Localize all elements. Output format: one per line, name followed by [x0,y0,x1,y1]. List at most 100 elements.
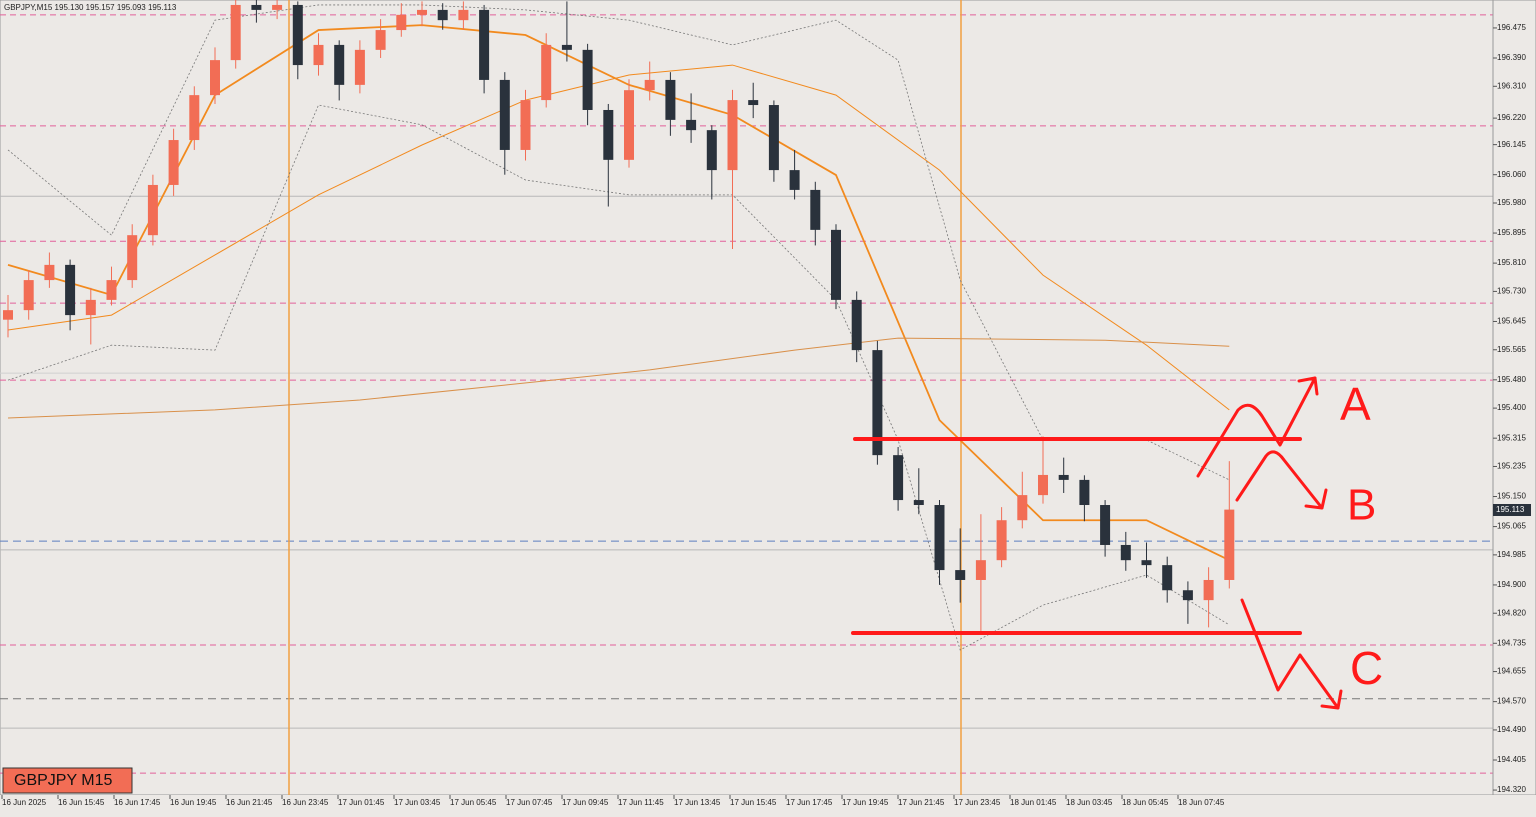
x-tick-label: 17 Jun 17:45 [786,798,833,807]
candle-body [520,100,531,150]
candles [3,0,1235,631]
candle-body [831,229,841,300]
candle-body [893,455,904,501]
candle-body [147,184,158,236]
candle-body [189,95,200,141]
x-tick-label: 16 Jun 17:45 [114,798,161,807]
candle-body [1203,579,1214,601]
candle-body [706,130,717,171]
price-tag [1493,504,1531,516]
candle-body [768,105,779,171]
y-tick-label: 195.065 [1497,522,1526,531]
x-tick-label: 17 Jun 13:45 [674,798,721,807]
candle-body [748,100,759,106]
x-tick-label: 17 Jun 11:45 [618,798,664,807]
x-tick-label: 18 Jun 05:45 [1122,798,1169,807]
x-tick-label: 17 Jun 23:45 [954,798,1001,807]
time-axis [0,795,1536,817]
candle-body [44,264,55,281]
x-tick-label: 16 Jun 19:45 [170,798,217,807]
candle-body [1141,560,1152,566]
candle-body [499,79,510,150]
x-tick-label: 17 Jun 21:45 [898,798,945,807]
y-tick-label: 194.570 [1497,697,1526,706]
candle-body [1079,479,1090,506]
candle-body [437,9,448,21]
candle-body [955,570,966,580]
candle-body [251,4,262,10]
x-tick-label: 17 Jun 01:45 [338,798,385,807]
current-price: 195.113 [1496,505,1525,514]
arrow-a [1196,376,1319,478]
y-tick-label: 196.145 [1497,140,1526,149]
y-tick-label: 195.730 [1497,287,1526,296]
y-tick-label: 196.060 [1497,170,1526,179]
candle-body [23,280,34,311]
x-tick-label: 17 Jun 07:45 [506,798,553,807]
y-tick-label: 195.565 [1497,345,1526,354]
y-tick-label: 194.820 [1497,608,1526,617]
candle-body [1224,509,1235,580]
candle-body [292,4,303,66]
x-tick-label: 18 Jun 01:45 [1010,798,1057,807]
y-tick-label: 194.405 [1497,755,1526,764]
y-tick-label: 194.320 [1497,785,1526,794]
x-tick-label: 17 Jun 03:45 [394,798,441,807]
candle-body [975,560,986,580]
x-tick-label: 16 Jun 21:45 [226,798,273,807]
candle-body [624,90,634,160]
candle-body [541,44,552,101]
candle-body [810,189,821,230]
y-tick-label: 196.310 [1497,81,1526,90]
candle-body [582,49,593,110]
y-tick-label: 195.895 [1497,228,1526,237]
candle-body [334,44,345,85]
chart-header: GBPJPY,M15 195.130 195.157 195.093 195.1… [4,3,177,12]
candle-body [417,9,427,15]
y-tick-label: 194.735 [1497,638,1526,647]
candle-body [3,310,13,320]
x-tick-label: 18 Jun 07:45 [1178,798,1225,807]
candle-body [1162,565,1173,591]
x-tick-label: 17 Jun 15:45 [730,798,777,807]
plot-area [0,0,1494,796]
candle-body [106,280,117,300]
arrow-c [1240,598,1343,710]
symbol-label: GBPJPY M15 [14,772,113,789]
candle-body [913,500,924,506]
y-tick-label: 195.810 [1497,258,1526,267]
y-tick-label: 194.985 [1497,550,1526,559]
candle-body [789,170,800,190]
candle-body [872,350,883,456]
candle-body [561,44,572,50]
candle-body [1182,590,1193,601]
price-axis [1492,0,1536,796]
indicator-line [7,64,1230,411]
candle-body [1038,474,1048,496]
candle-body [603,109,614,160]
candle-body [272,4,283,10]
y-tick-label: 194.490 [1497,725,1526,734]
x-tick-label: 18 Jun 03:45 [1066,798,1113,807]
indicator-line [7,337,1230,419]
levels [0,14,1493,774]
y-axis: 196.475 196.390 196.310 196.220 196.145 196.0… [1493,23,1526,794]
y-tick-label: 195.645 [1497,317,1526,326]
annotation: C [1350,642,1383,694]
candle-body [1100,505,1111,545]
candle-body [479,9,490,80]
y-tick-label: 195.150 [1497,492,1526,501]
candle-body [727,100,738,171]
candle-body [65,264,76,316]
x-tick-label: 17 Jun 09:45 [562,798,609,807]
candle-body [168,140,179,185]
candle-body [1120,544,1131,561]
candle-body [396,14,407,31]
candle-body [458,9,469,21]
candle-body [996,520,1007,561]
arrow-b [1235,450,1328,510]
candle-body [934,505,945,571]
x-tick-label: 17 Jun 19:45 [842,798,889,807]
